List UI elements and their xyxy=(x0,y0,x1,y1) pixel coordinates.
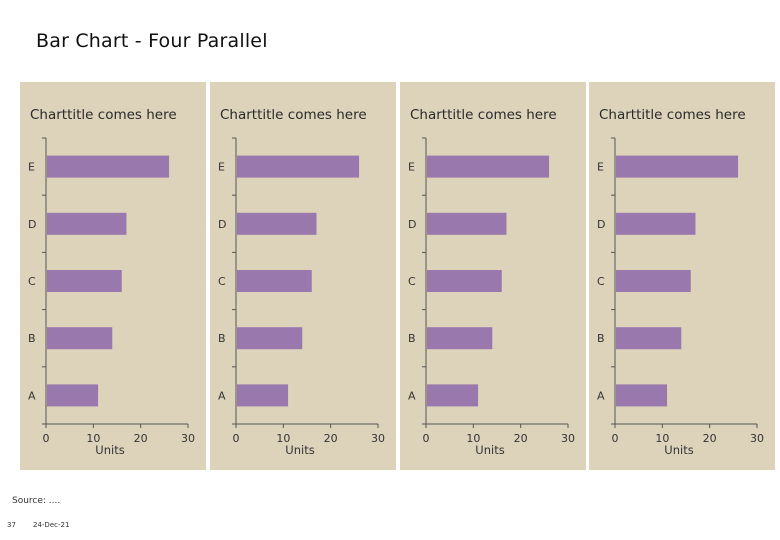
category-label-b: B xyxy=(597,332,605,345)
category-label-b: B xyxy=(28,332,36,345)
x-tick-label: 0 xyxy=(612,432,619,445)
chart-title: Charttitle comes here xyxy=(220,107,367,123)
category-label-c: C xyxy=(408,275,416,288)
bar-b xyxy=(47,327,113,350)
bar-b xyxy=(427,327,493,350)
bar-a xyxy=(427,384,479,407)
x-tick-label: 0 xyxy=(233,432,240,445)
category-label-d: D xyxy=(597,218,605,231)
bar-chart-3: Charttitle comes here A B C D E 0 10 20 30 Units xyxy=(408,107,575,457)
category-label-b: B xyxy=(408,332,416,345)
chart-panel-3: Charttitle comes here A B C D E 0 10 20 30 Units xyxy=(400,82,586,470)
page-number: 37 xyxy=(7,521,16,529)
category-label-d: D xyxy=(408,218,416,231)
x-tick-label: 0 xyxy=(43,432,50,445)
category-label-e: E xyxy=(597,161,604,174)
category-label-d: D xyxy=(218,218,226,231)
bar-d xyxy=(237,212,317,235)
page-date: 24-Dec-21 xyxy=(33,521,70,529)
category-label-a: A xyxy=(597,389,605,402)
x-tick-label: 30 xyxy=(371,432,385,445)
chart-title: Charttitle comes here xyxy=(410,107,557,123)
x-axis-label: Units xyxy=(95,443,124,457)
x-tick-label: 30 xyxy=(181,432,195,445)
bar-c xyxy=(427,270,502,292)
x-axis-label: Units xyxy=(285,443,314,457)
chart-title: Charttitle comes here xyxy=(599,107,746,123)
x-tick-label: 20 xyxy=(324,432,338,445)
x-axis-label: Units xyxy=(664,443,693,457)
bar-c xyxy=(47,270,122,292)
bar-d xyxy=(616,212,696,235)
bar-a xyxy=(47,384,99,407)
category-label-a: A xyxy=(218,389,226,402)
category-label-e: E xyxy=(408,161,415,174)
x-axis-label: Units xyxy=(475,443,504,457)
bar-d xyxy=(47,212,127,235)
source-note: Source: .... xyxy=(12,496,61,506)
bar-d xyxy=(427,212,507,235)
chart-panel-2: Charttitle comes here A B C D E 0 10 20 30 Units xyxy=(210,82,396,470)
category-label-a: A xyxy=(28,389,36,402)
x-tick-label: 20 xyxy=(134,432,148,445)
category-label-d: D xyxy=(28,218,36,231)
x-tick-label: 0 xyxy=(423,432,430,445)
page-title: Bar Chart - Four Parallel xyxy=(36,30,268,52)
bar-a xyxy=(616,384,668,407)
bar-e xyxy=(616,155,739,178)
x-tick-label: 20 xyxy=(514,432,528,445)
category-label-c: C xyxy=(28,275,36,288)
bar-c xyxy=(616,270,691,292)
bar-chart-1: Charttitle comes here A B C D E 0 10 20 30 Units xyxy=(28,107,195,457)
bar-e xyxy=(427,155,550,178)
x-tick-label: 10 xyxy=(86,432,100,445)
x-tick-label: 10 xyxy=(466,432,480,445)
bar-c xyxy=(237,270,312,292)
x-tick-label: 10 xyxy=(655,432,669,445)
bar-e xyxy=(237,155,360,178)
bar-chart-2: Charttitle comes here A B C D E 0 10 20 30 Units xyxy=(218,107,385,457)
bar-e xyxy=(47,155,170,178)
category-label-e: E xyxy=(218,161,225,174)
chart-panel-1: Charttitle comes here A B C D E 0 10 20 30 Units xyxy=(20,82,206,470)
category-label-a: A xyxy=(408,389,416,402)
bar-chart-4: Charttitle comes here A B C D E 0 10 20 30 Units xyxy=(597,107,764,457)
x-tick-label: 10 xyxy=(276,432,290,445)
bar-b xyxy=(237,327,303,350)
bar-a xyxy=(237,384,289,407)
x-tick-label: 30 xyxy=(750,432,764,445)
category-label-e: E xyxy=(28,161,35,174)
x-tick-label: 20 xyxy=(703,432,717,445)
x-tick-label: 30 xyxy=(561,432,575,445)
chart-title: Charttitle comes here xyxy=(30,107,177,123)
chart-panel-4: Charttitle comes here A B C D E 0 10 20 30 Units xyxy=(589,82,775,470)
category-label-c: C xyxy=(597,275,605,288)
category-label-b: B xyxy=(218,332,226,345)
bar-b xyxy=(616,327,682,350)
category-label-c: C xyxy=(218,275,226,288)
